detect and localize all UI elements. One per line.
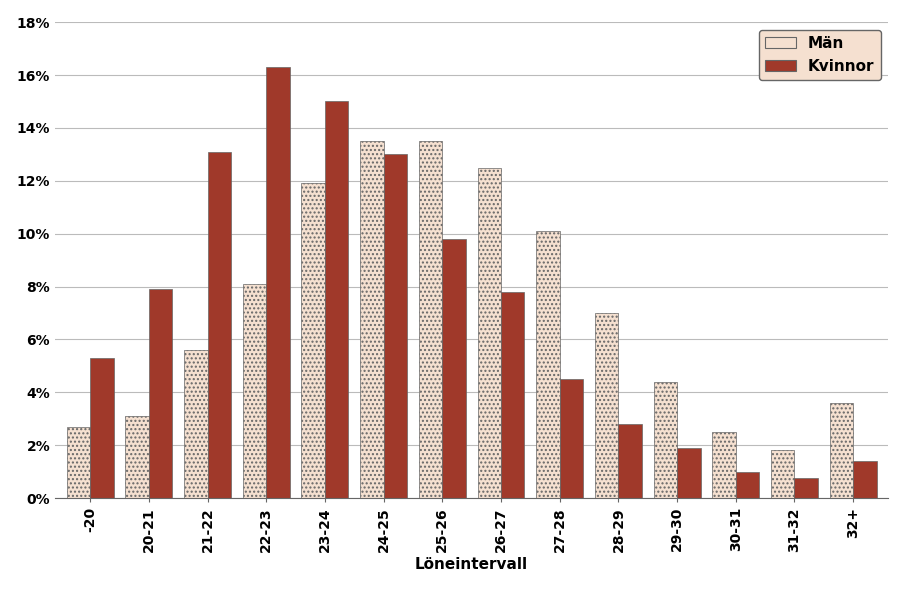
Bar <box>618 424 642 498</box>
Bar <box>677 448 700 498</box>
Legend: Män, Kvinnor: Män, Kvinnor <box>759 30 881 80</box>
Bar <box>207 152 231 498</box>
Bar <box>243 284 266 498</box>
Bar <box>149 289 172 498</box>
Bar <box>736 472 759 498</box>
Bar <box>537 231 559 498</box>
Bar <box>443 239 466 498</box>
Bar <box>90 358 114 498</box>
X-axis label: Löneintervall: Löneintervall <box>415 557 529 573</box>
Bar <box>501 292 525 498</box>
Bar <box>478 167 501 498</box>
Bar <box>419 141 443 498</box>
Bar <box>795 478 818 498</box>
Bar <box>184 350 207 498</box>
Bar <box>360 141 384 498</box>
Bar <box>653 382 677 498</box>
Bar <box>126 416 149 498</box>
Bar <box>266 67 290 498</box>
Bar <box>384 154 407 498</box>
Bar <box>853 461 877 498</box>
Bar <box>301 183 325 498</box>
Bar <box>830 403 853 498</box>
Bar <box>712 432 736 498</box>
Bar <box>325 101 348 498</box>
Bar <box>67 426 90 498</box>
Bar <box>771 451 795 498</box>
Bar <box>595 313 618 498</box>
Bar <box>559 379 583 498</box>
